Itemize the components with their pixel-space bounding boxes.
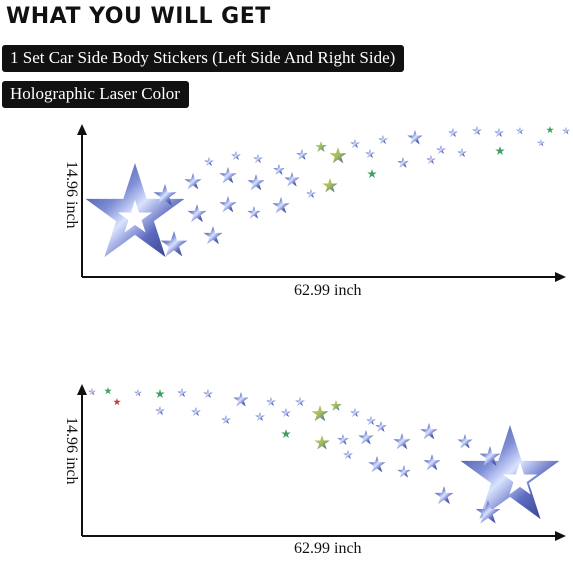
diagram-2-height-label: 14.96 inch (63, 417, 80, 485)
diagram-1-star-sticker (85, 126, 570, 258)
page-title: WHAT YOU WILL GET (6, 4, 271, 29)
set-description-tag: 1 Set Car Side Body Stickers (Left Side … (2, 45, 405, 72)
diagram-2-star-sticker (88, 387, 560, 524)
diagram-2-axes (77, 384, 566, 541)
diagram-1-height-label: 14.96 inch (63, 161, 80, 229)
diagram-1-width-label: 62.99 inch (294, 282, 362, 299)
color-description-tag: Holographic Laser Color (2, 81, 189, 108)
diagram-2-width-label: 62.99 inch (294, 540, 362, 557)
diagram-1-axes (77, 124, 566, 282)
